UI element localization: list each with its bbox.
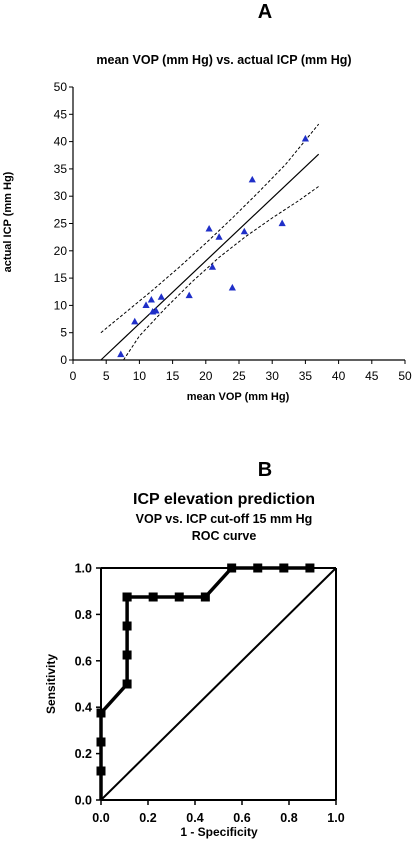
chart-b-data-point: [122, 650, 132, 660]
chart-b-data-point: [279, 563, 289, 573]
chart-b-lines: [99, 566, 337, 801]
chart-b-data-point: [96, 737, 106, 747]
chart-a-x-tick-label: 10: [133, 369, 147, 383]
chart-a-x-tick-label: 5: [103, 369, 110, 383]
panel-b-label: B: [258, 459, 272, 481]
chart-a-data-point: [117, 350, 125, 358]
chart-b-data-point: [253, 563, 263, 573]
chart-b-x-tick-label: 0.0: [92, 811, 109, 825]
chart-a-x-tick-label: 35: [299, 369, 313, 383]
chart-a-title: mean VOP (mm Hg) vs. actual ICP (mm Hg): [96, 53, 351, 67]
chart-a-y-tick-label: 50: [54, 80, 68, 94]
chart-a-x-tick-label: 30: [266, 369, 280, 383]
chart-b-reference-line: [100, 567, 337, 801]
chart-a-y-tick-label: 35: [54, 162, 68, 176]
chart-a-x-tick-label: 50: [398, 369, 412, 383]
chart-a-y-tick-label: 5: [60, 326, 67, 340]
chart-a-data-point: [185, 291, 193, 299]
chart-b-data-point: [122, 621, 132, 631]
chart-b-y-tick-label: 1.0: [75, 562, 92, 576]
chart-a-x-tick-label: 40: [332, 369, 346, 383]
chart-a-data-point: [131, 317, 139, 325]
chart-b-points: [96, 563, 315, 776]
chart-a-y-tick-label: 10: [54, 298, 68, 312]
chart-a-data-point: [208, 263, 217, 270]
chart-b-data-point: [174, 592, 184, 602]
chart-a-y-tick-label: 15: [54, 271, 68, 285]
chart-a-data-point: [142, 301, 150, 308]
chart-b-roc-line: [99, 566, 310, 800]
chart-a-x-tick-label: 15: [166, 369, 180, 383]
chart-a-data-point: [152, 306, 160, 314]
chart-a-x-tick-label: 0: [70, 369, 77, 383]
chart-b-data-point: [227, 563, 237, 573]
chart-a-data-point: [228, 283, 236, 291]
chart-b-data-point: [122, 592, 132, 602]
chart-b-x-tick-label: 0.6: [233, 811, 250, 825]
chart-b-x-tick-label: 0.8: [280, 811, 297, 825]
chart-b-data-point: [96, 708, 106, 718]
chart-a-y-tick-label: 0: [60, 353, 67, 367]
chart-a-y-tick-label: 40: [54, 135, 68, 149]
chart-b-data-point: [305, 563, 315, 573]
chart-a-regression-line: [100, 153, 320, 361]
chart-b-y-tick-label: 0.8: [75, 608, 92, 622]
chart-a-x-tick-label: 25: [232, 369, 246, 383]
chart-a-ci-lower-line: [123, 185, 319, 361]
chart-b-data-point: [96, 766, 106, 776]
chart-a-axes: 0 5 10 15 20 25 30 35 40 45 50 0 5 10 15 20 25 30 35 40 45 50: [54, 80, 412, 383]
chart-b-xlabel: 1 - Specificity: [180, 825, 258, 839]
panel-b: B ICP elevation prediction VOP vs. ICP c…: [44, 459, 345, 839]
chart-b-x-tick-label: 1.0: [327, 811, 344, 825]
chart-b-y-tick-label: 0.2: [75, 747, 92, 761]
chart-a-y-tick-label: 25: [54, 217, 68, 231]
chart-a-x-tick-label: 45: [365, 369, 379, 383]
chart-b-title: ICP elevation prediction: [133, 491, 315, 508]
chart-a-y-tick-label: 30: [54, 189, 68, 203]
chart-a-y-tick-label: 45: [54, 107, 68, 121]
panel-a-label: A: [258, 1, 272, 23]
chart-b-y-tick-label: 0.6: [75, 654, 92, 668]
panel-a: A mean VOP (mm Hg) vs. actual ICP (mm Hg…: [2, 1, 412, 403]
chart-b-y-tick-label: 0.4: [75, 701, 92, 715]
chart-a-data-point: [205, 224, 213, 232]
chart-b-x-tick-label: 0.4: [186, 811, 203, 825]
chart-a-xlabel: mean VOP (mm Hg): [187, 391, 290, 403]
chart-b-data-point: [148, 592, 158, 602]
chart-a-data-point: [240, 227, 248, 235]
chart-a-data-point: [157, 293, 165, 300]
chart-a-data-point: [301, 134, 309, 142]
chart-a-x-tick-label: 20: [199, 369, 213, 383]
chart-b-data-point: [122, 679, 132, 689]
chart-a-data-point: [215, 233, 223, 240]
chart-b-y-tick-label: 0.0: [75, 794, 92, 808]
chart-b-x-tick-label: 0.2: [139, 811, 156, 825]
chart-a-y-tick-label: 20: [54, 244, 68, 258]
chart-a-ylabel: actual ICP (mm Hg): [2, 171, 14, 272]
chart-a-data-point: [248, 175, 256, 183]
chart-b-subtitle-2: ROC curve: [192, 529, 257, 543]
chart-a-points: [117, 134, 309, 358]
chart-a-lines: [100, 123, 320, 361]
chart-b-subtitle-1: VOP vs. ICP cut-off 15 mm Hg: [136, 512, 313, 526]
chart-a-data-point: [278, 219, 286, 227]
chart-a-data-point: [147, 295, 155, 303]
chart-b-ylabel: Sensitivity: [44, 654, 58, 714]
chart-b-data-point: [200, 592, 210, 602]
chart-a-ci-upper-line: [100, 123, 320, 334]
